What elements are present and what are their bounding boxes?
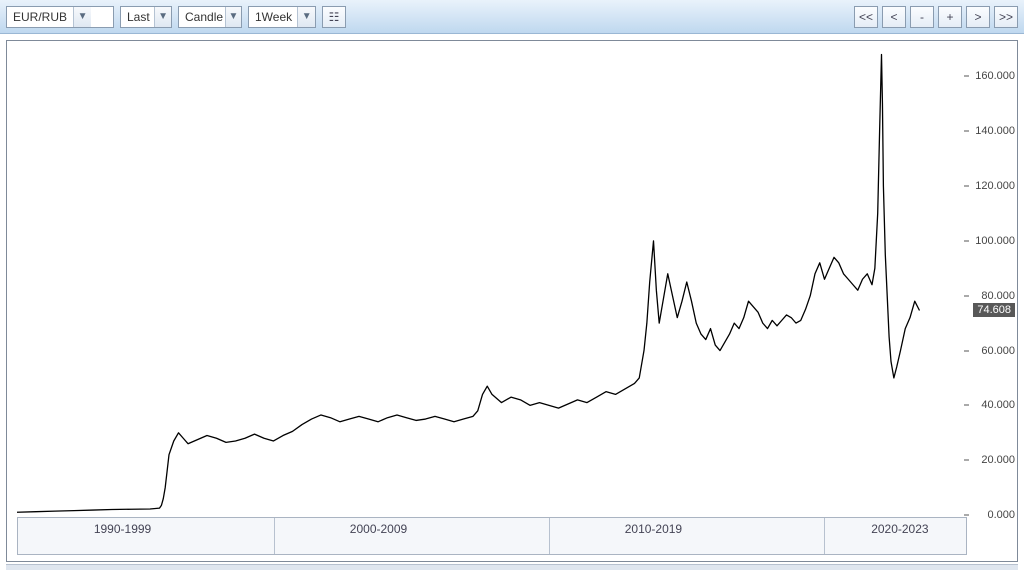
chart-type-select[interactable]: Candle ▼ <box>178 6 242 28</box>
field-select[interactable]: Last ▼ <box>120 6 172 28</box>
chevron-down-icon: ▼ <box>297 7 315 27</box>
x-tick-label: 2020-2023 <box>871 522 928 536</box>
x-tick-label: 1990-1999 <box>94 522 151 536</box>
nav-prev-label: < <box>890 10 897 24</box>
chart-frame: EUR/RUB 74.608 +0.109 (+0.15%) 0.00020.0… <box>6 40 1018 562</box>
period-select[interactable]: 1Week ▼ <box>248 6 316 28</box>
chart-toolbar: EUR/RUB ▼ Last ▼ Candle ▼ 1Week ▼ ☷ << <… <box>0 0 1024 34</box>
y-tick-label: 80.000 <box>981 290 1015 302</box>
x-tick-label: 2000-2009 <box>350 522 407 536</box>
chevron-down-icon: ▼ <box>73 7 91 27</box>
y-tick-label: 140.000 <box>975 125 1015 137</box>
nav-last-button[interactable]: >> <box>994 6 1018 28</box>
nav-next-label: > <box>974 10 981 24</box>
price-line-svg <box>17 49 967 515</box>
y-tick-label: 40.000 <box>981 399 1015 411</box>
zoom-out-label: - <box>920 10 924 24</box>
y-tick-label: 60.000 <box>981 345 1015 357</box>
zoom-in-label: + <box>946 10 953 24</box>
nav-next-button[interactable]: > <box>966 6 990 28</box>
nav-last-label: >> <box>999 10 1013 24</box>
period-select-value: 1Week <box>249 10 297 24</box>
zoom-in-button[interactable]: + <box>938 6 962 28</box>
y-tick-label: 160.000 <box>975 70 1015 82</box>
zoom-out-button[interactable]: - <box>910 6 934 28</box>
y-tick-label: 20.000 <box>981 454 1015 466</box>
pair-select-value: EUR/RUB <box>7 10 73 24</box>
chevron-down-icon: ▼ <box>225 7 241 27</box>
y-tick-label: 120.000 <box>975 180 1015 192</box>
nav-first-button[interactable]: << <box>854 6 878 28</box>
horizontal-scrollbar[interactable] <box>6 564 1018 570</box>
settings-icon: ☷ <box>329 10 340 24</box>
nav-first-label: << <box>859 10 873 24</box>
nav-prev-button[interactable]: < <box>882 6 906 28</box>
price-plot[interactable] <box>17 49 967 515</box>
x-tick-label: 2010-2019 <box>625 522 682 536</box>
chevron-down-icon: ▼ <box>154 7 171 27</box>
y-tick-label: 0.000 <box>987 509 1015 521</box>
x-axis: 1990-1999 2000-2009 2010-2019 2020-2023 <box>17 517 967 555</box>
chart-type-select-value: Candle <box>179 10 225 24</box>
chart-area: EUR/RUB 74.608 +0.109 (+0.15%) 0.00020.0… <box>0 34 1024 570</box>
y-axis: 0.00020.00040.00060.00080.000100.000120.… <box>969 49 1015 515</box>
y-tick-label: 100.000 <box>975 235 1015 247</box>
field-select-value: Last <box>121 10 154 24</box>
chart-settings-button[interactable]: ☷ <box>322 6 346 28</box>
current-price-flag: 74.608 <box>973 303 1015 317</box>
pair-select[interactable]: EUR/RUB ▼ <box>6 6 114 28</box>
nav-group: << < - + > >> <box>854 6 1018 28</box>
